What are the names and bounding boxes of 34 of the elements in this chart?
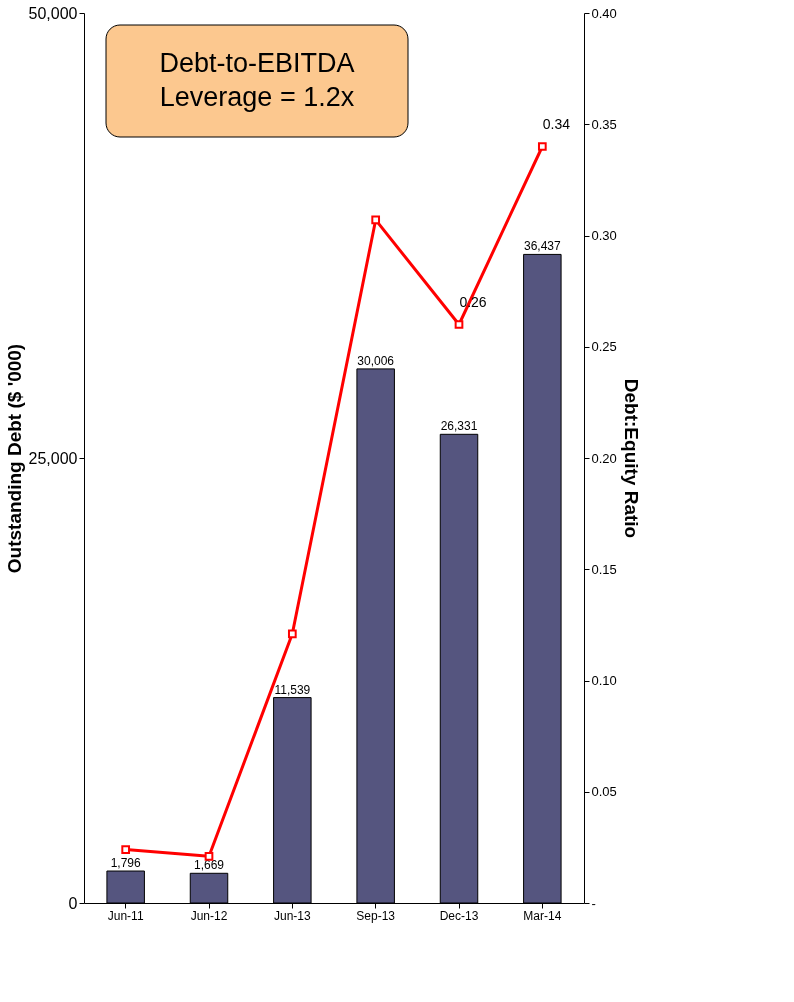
y2-axis-title: Debt:Equity Ratio <box>620 378 642 539</box>
y2-tick-label: 0.20 <box>591 450 617 466</box>
data-label: 1,796 <box>110 856 142 871</box>
y2-tick-label: 0.30 <box>591 228 617 243</box>
y-tick-label: 50,000 <box>28 4 78 22</box>
data-label: 11,539 <box>274 682 311 697</box>
y2-tick-label: 0.40 <box>591 5 617 21</box>
point <box>287 629 297 639</box>
y2-tick-label: 0.25 <box>591 339 617 355</box>
point <box>204 851 214 861</box>
x-tick-label: Jun-11 <box>107 908 144 923</box>
x-tick-label: Dec-13 <box>439 908 479 923</box>
point <box>454 320 464 329</box>
x-tick-label: Jun-13 <box>273 908 311 923</box>
annotation: Debt-to-EBITDA Leverage = 1.2x <box>159 48 355 112</box>
y2-tick-label: - <box>591 895 596 911</box>
y2-tick-label: 0.05 <box>591 784 617 800</box>
data-label: 0.34 <box>542 115 571 132</box>
x-tick-label: Sep-13 <box>356 908 396 923</box>
data-label: 1,669 <box>193 858 225 873</box>
y-tick-label: 0 <box>68 894 78 912</box>
y2-tick-label: 0.35 <box>591 116 617 132</box>
point <box>371 215 381 225</box>
x-tick-label: Jun-12 <box>190 908 228 923</box>
y-axis-title: Outstanding Debt ($ '000) <box>3 343 25 574</box>
point <box>121 845 131 854</box>
y-tick-label: 25,000 <box>28 449 78 467</box>
y2-tick-label: 0.15 <box>591 561 617 577</box>
x-tick-label: Mar-14 <box>523 908 562 923</box>
point <box>537 142 547 151</box>
data-label: 30,006 <box>357 353 395 368</box>
y2-tick-label: 0.10 <box>591 673 617 688</box>
data-label: 26,331 <box>440 419 478 434</box>
data-label: 36,437 <box>523 239 562 254</box>
